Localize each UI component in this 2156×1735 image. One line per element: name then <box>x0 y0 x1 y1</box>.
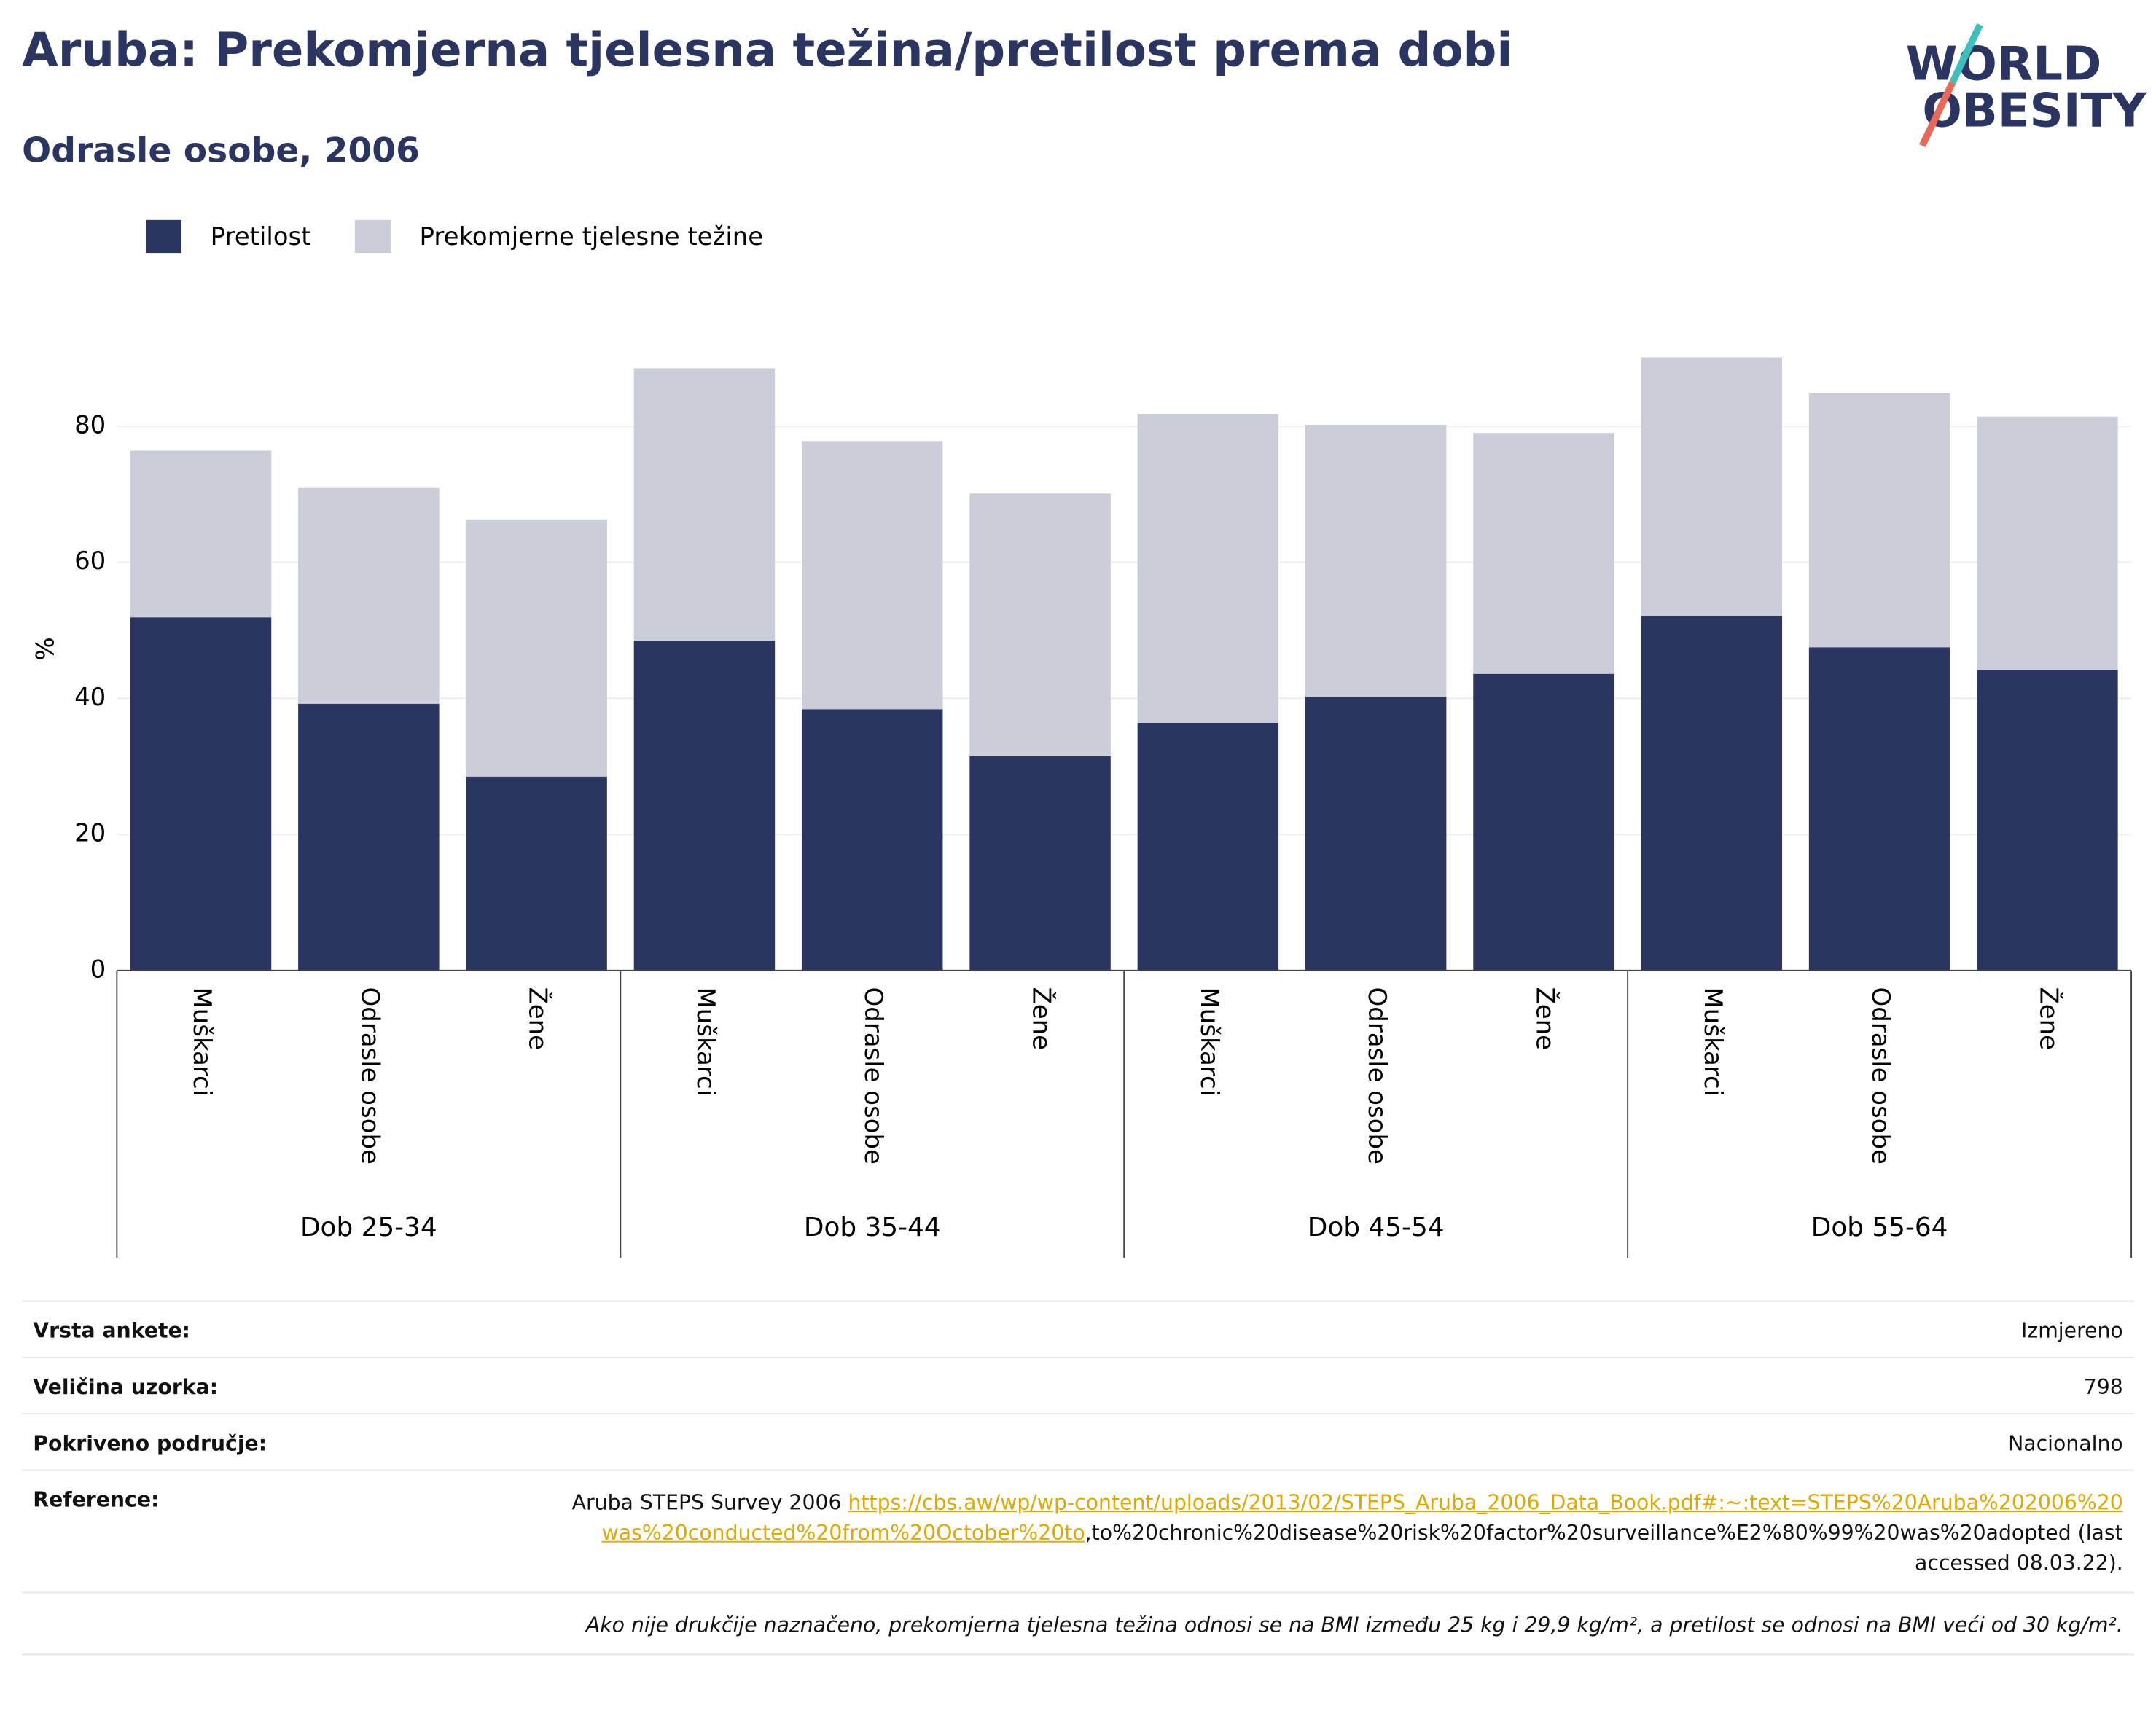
x-tick-label: Žene <box>2034 987 2063 1051</box>
legend-swatch <box>354 219 391 254</box>
row-value: 798 <box>2083 1374 2123 1400</box>
bar-segment <box>969 756 1111 971</box>
bar-segment <box>1977 416 2118 670</box>
bar-segment <box>130 450 272 618</box>
group-label: Dob 45-54 <box>1308 1213 1445 1242</box>
bar-segment <box>1473 673 1614 971</box>
title: Aruba: Prekomjerna tjelesna težina/preti… <box>22 23 1512 78</box>
logo-slash <box>1949 23 1983 85</box>
bar-segment <box>1137 722 1279 971</box>
bar-segment <box>466 519 607 777</box>
bar-segment <box>466 776 607 971</box>
reference-text: Aruba STEPS Survey 2006 <box>571 1489 848 1515</box>
row-label: Veličina uzorka: <box>33 1374 219 1400</box>
legend-label: Prekomjerne tjelesne težine <box>420 222 764 251</box>
bar-segment <box>1305 424 1447 697</box>
legend-label: Pretilost <box>211 222 311 251</box>
legend-swatch <box>145 219 182 254</box>
table-row: Veličina uzorka: 798 <box>22 1356 2134 1413</box>
reference-suffix: ,to%20chronic%20disease%20risk%20factor%… <box>1085 1520 2123 1575</box>
x-tick-label: Odrasle osobe <box>355 987 384 1164</box>
reference-link[interactable]: https://cbs.aw/wp/wp-content/uploads/201… <box>601 1489 2123 1546</box>
bar-segment <box>130 617 272 971</box>
logo-slash <box>1919 81 1956 148</box>
row-value: Nacionalno <box>2008 1430 2123 1456</box>
logo-top: WORLD <box>1906 36 2102 91</box>
bar-segment <box>969 493 1111 756</box>
subtitle: Odrasle osobe, 2006 <box>22 131 420 171</box>
group-label: Dob 25-34 <box>300 1213 437 1242</box>
bar-segment <box>633 640 776 971</box>
footnote: Ako nije drukčije naznačeno, prekomjerna… <box>22 1591 2134 1656</box>
y-tick-label: 0 <box>90 955 106 984</box>
row-label: Reference: <box>33 1487 160 1513</box>
x-tick-label: Žene <box>523 987 553 1051</box>
y-tick-label: 20 <box>74 819 106 848</box>
x-tick-label: Žene <box>1530 987 1560 1051</box>
bar-segment <box>1641 357 1783 616</box>
reference: Aruba STEPS Survey 2006 https://cbs.aw/w… <box>555 1487 2123 1578</box>
bar-segment <box>1808 647 1950 971</box>
x-tick-label: Muškarci <box>187 987 216 1097</box>
y-axis-label: % <box>31 637 60 660</box>
bar-segment <box>298 703 440 971</box>
x-tick-label: Muškarci <box>691 987 720 1097</box>
bar-segment <box>1977 670 2118 971</box>
table-row: Vrsta ankete: Izmjereno <box>22 1300 2134 1357</box>
row-value: Izmjereno <box>2021 1318 2123 1344</box>
group-label: Dob 35-44 <box>804 1213 941 1242</box>
chart: Aruba: Prekomjerna tjelesna težina/preti… <box>22 23 2147 1258</box>
x-tick-label: Muškarci <box>1698 987 1727 1097</box>
x-tick-label: Odrasle osobe <box>1866 987 1895 1164</box>
group-label: Dob 55-64 <box>1811 1213 1948 1242</box>
info-table: Vrsta ankete: Izmjereno Veličina uzorka: 79… <box>22 1300 2134 1656</box>
table-row: Pokriveno područje: Nacionalno <box>22 1413 2134 1469</box>
bar-segment <box>1305 697 1447 971</box>
bar-segment <box>1641 616 1783 971</box>
table-row: Reference: Aruba STEPS Survey 2006 https:… <box>22 1469 2134 1592</box>
logo-bottom: OBESITY <box>1922 84 2147 138</box>
y-tick-label: 80 <box>74 410 106 439</box>
x-tick-label: Odrasle osobe <box>859 987 888 1164</box>
y-tick-label: 60 <box>74 547 106 576</box>
x-tick-label: Žene <box>1027 987 1057 1051</box>
bar-segment <box>1473 433 1614 674</box>
y-tick-label: 40 <box>74 683 106 712</box>
bar-segment <box>1808 393 1950 648</box>
bar-segment <box>298 487 440 704</box>
x-tick-label: Odrasle osobe <box>1362 987 1391 1164</box>
bar-segment <box>1137 414 1279 723</box>
bar-segment <box>633 368 776 641</box>
bar-segment <box>802 709 943 971</box>
row-label: Pokriveno područje: <box>33 1430 267 1456</box>
row-label: Vrsta ankete: <box>33 1318 190 1344</box>
x-tick-label: Muškarci <box>1195 987 1224 1097</box>
bar-segment <box>802 441 943 710</box>
